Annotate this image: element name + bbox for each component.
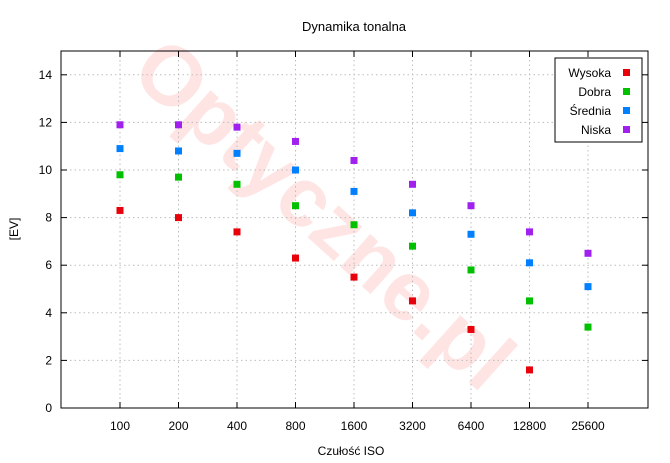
y-axis-label: [EV] <box>7 218 21 241</box>
data-point <box>292 202 299 210</box>
data-point <box>350 156 358 164</box>
data-point <box>116 171 124 179</box>
data-point <box>526 228 533 236</box>
legend-label: Średnia <box>570 103 612 118</box>
data-point <box>584 249 592 257</box>
data-point <box>233 123 241 131</box>
x-tick-label: 25600 <box>571 419 605 433</box>
data-point <box>292 166 299 174</box>
legend-swatch <box>623 126 630 133</box>
x-tick-label: 800 <box>285 419 305 433</box>
x-axis-label: Czułość ISO <box>318 444 385 458</box>
legend: Wysoka Dobra Średnia Niska <box>554 57 643 143</box>
y-tick-label: 10 <box>39 163 53 177</box>
series-Średnia <box>116 145 592 291</box>
legend-label: Dobra <box>578 85 611 99</box>
data-point <box>350 273 358 281</box>
data-point <box>116 145 124 153</box>
data-point <box>350 221 358 229</box>
y-tick-label: 6 <box>45 258 52 272</box>
y-tick-label: 4 <box>45 306 52 320</box>
x-tick-label: 3200 <box>399 419 426 433</box>
y-tick-label: 12 <box>39 115 53 129</box>
data-point <box>233 149 241 157</box>
y-tick-label: 2 <box>45 353 52 367</box>
data-point <box>175 173 182 181</box>
data-point <box>409 297 416 305</box>
data-point <box>292 137 299 145</box>
chart-title: Dynamika tonalna <box>302 19 407 34</box>
legend-swatch <box>623 88 630 95</box>
data-point <box>467 202 475 210</box>
x-tick-label: 100 <box>110 419 130 433</box>
data-point <box>526 297 533 305</box>
data-point <box>409 180 416 188</box>
legend-label: Niska <box>581 123 611 137</box>
data-point <box>175 147 182 155</box>
data-point <box>467 325 475 333</box>
data-point <box>175 214 182 222</box>
x-tick-label: 200 <box>168 419 188 433</box>
data-point <box>233 228 241 236</box>
data-point <box>116 206 124 214</box>
data-point <box>409 242 416 250</box>
data-point <box>584 283 592 291</box>
series-Wysoka <box>116 206 533 374</box>
data-point <box>409 209 416 217</box>
data-point <box>526 366 533 374</box>
x-tick-label: 6400 <box>458 419 485 433</box>
data-point <box>292 254 299 262</box>
data-point <box>584 323 592 331</box>
legend-label: Wysoka <box>568 66 611 80</box>
legend-swatch <box>623 107 630 114</box>
y-tick-label: 8 <box>45 211 52 225</box>
data-point <box>233 180 241 188</box>
data-point <box>116 121 124 129</box>
data-point <box>350 187 358 195</box>
legend-swatch <box>623 69 630 76</box>
y-tick-label: 0 <box>45 401 52 415</box>
x-tick-label: 1600 <box>341 419 368 433</box>
data-point <box>467 266 475 274</box>
x-tick-label: 12800 <box>513 419 547 433</box>
series-Dobra <box>116 171 592 331</box>
data-point <box>467 230 475 238</box>
y-tick-label: 14 <box>39 68 53 82</box>
data-point <box>175 121 182 129</box>
data-point <box>526 259 533 267</box>
x-tick-label: 400 <box>227 419 247 433</box>
series-Niska <box>116 121 592 257</box>
